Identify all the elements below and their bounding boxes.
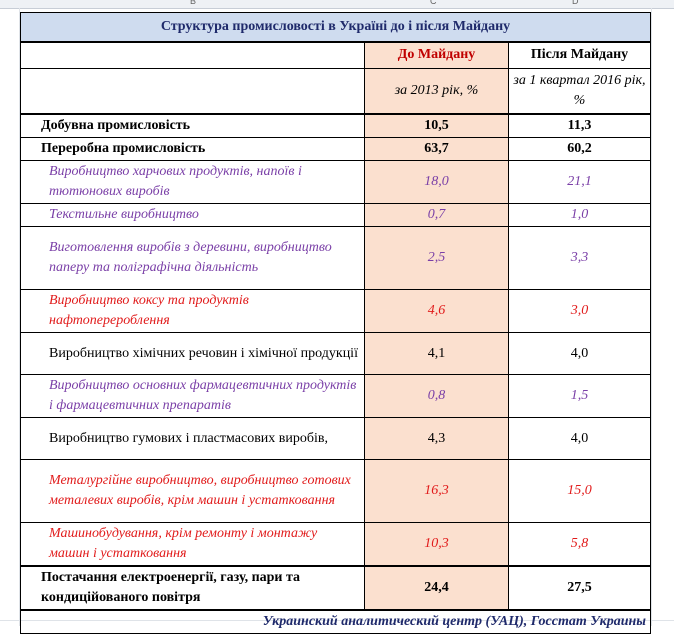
column-letter-d[interactable]: D (572, 0, 579, 6)
header-before-maidan[interactable]: До Майдану (364, 41, 509, 69)
industry-structure-table: Структура промисловості в Україні до і п… (20, 12, 651, 634)
value-before[interactable]: 63,7 (364, 137, 509, 161)
empty-header-cell[interactable] (20, 41, 365, 69)
subheader-after[interactable]: за 1 квартал 2016 рік, % (508, 67, 651, 115)
header-after-maidan[interactable]: Після Майдану (508, 41, 651, 69)
value-before[interactable]: 0,8 (364, 374, 509, 418)
subheader-before[interactable]: за 2013 рік, % (364, 67, 509, 115)
value-before[interactable]: 16,3 (364, 459, 509, 523)
row-label[interactable]: Виробництво основних фармацевтичних прод… (20, 374, 365, 418)
value-before[interactable]: 10,3 (364, 522, 509, 567)
table-row: Переробна промисловість 63,7 60,2 (20, 137, 651, 161)
table-row: Виробництво коксу та продуктів нафтопере… (20, 289, 651, 333)
value-before[interactable]: 10,5 (364, 113, 509, 138)
value-before[interactable]: 4,3 (364, 417, 509, 460)
row-label[interactable]: Виробництво хімічних речовин і хімічної … (20, 332, 365, 375)
sheet-gridline (19, 8, 20, 626)
value-before[interactable]: 2,5 (364, 226, 509, 290)
row-label[interactable]: Машинобудування, крім ремонту і монтажу … (20, 522, 365, 567)
row-label[interactable]: Металургійне виробництво, виробництво го… (20, 459, 365, 523)
value-after[interactable]: 15,0 (508, 459, 651, 523)
value-after[interactable]: 1,5 (508, 374, 651, 418)
table-row: Виробництво гумових і пластмасових вироб… (20, 417, 651, 460)
row-label[interactable]: Виробництво гумових і пластмасових вироб… (20, 417, 365, 460)
value-after[interactable]: 11,3 (508, 113, 651, 138)
row-label[interactable]: Текстильне виробництво (20, 203, 365, 227)
value-after[interactable]: 5,8 (508, 522, 651, 567)
row-label[interactable]: Постачання електроенергії, газу, пари та… (20, 565, 365, 611)
value-after[interactable]: 60,2 (508, 137, 651, 161)
row-label[interactable]: Переробна промисловість (20, 137, 365, 161)
value-after[interactable]: 4,0 (508, 417, 651, 460)
value-before[interactable]: 4,6 (364, 289, 509, 333)
table-row: Постачання електроенергії, газу, пари та… (20, 565, 651, 611)
value-before[interactable]: 4,1 (364, 332, 509, 375)
empty-subheader-cell[interactable] (20, 67, 365, 115)
value-after[interactable]: 3,3 (508, 226, 651, 290)
column-letter-b[interactable]: B (190, 0, 197, 6)
value-before[interactable]: 0,7 (364, 203, 509, 227)
table-title[interactable]: Структура промисловості в Україні до і п… (20, 12, 651, 43)
column-letter-c[interactable]: C (430, 0, 437, 6)
value-before[interactable]: 24,4 (364, 565, 509, 611)
value-after[interactable]: 4,0 (508, 332, 651, 375)
row-label[interactable]: Добувна промисловість (20, 113, 365, 138)
table-row: Виготовлення виробів з деревини, виробни… (20, 226, 651, 290)
row-label[interactable]: Виробництво коксу та продуктів нафтопере… (20, 289, 365, 333)
table-row: Машинобудування, крім ремонту і монтажу … (20, 522, 651, 567)
table-row: Виробництво основних фармацевтичних прод… (20, 374, 651, 418)
table-row: Металургійне виробництво, виробництво го… (20, 459, 651, 523)
value-after[interactable]: 3,0 (508, 289, 651, 333)
value-before[interactable]: 18,0 (364, 160, 509, 204)
table-row: Текстильне виробництво 0,7 1,0 (20, 203, 651, 227)
value-after[interactable]: 1,0 (508, 203, 651, 227)
column-header-strip: B C D (0, 0, 674, 9)
value-after[interactable]: 27,5 (508, 565, 651, 611)
table-row: Виробництво хімічних речовин і хімічної … (20, 332, 651, 375)
source-note[interactable]: Украинский аналитический центр (УАЦ), Го… (20, 609, 651, 634)
table-row: Виробництво харчових продуктів, напоїв і… (20, 160, 651, 204)
row-label[interactable]: Виготовлення виробів з деревини, виробни… (20, 226, 365, 290)
value-after[interactable]: 21,1 (508, 160, 651, 204)
sheet-gridline (651, 8, 652, 626)
row-label[interactable]: Виробництво харчових продуктів, напоїв і… (20, 160, 365, 204)
table-row: Добувна промисловість 10,5 11,3 (20, 113, 651, 138)
